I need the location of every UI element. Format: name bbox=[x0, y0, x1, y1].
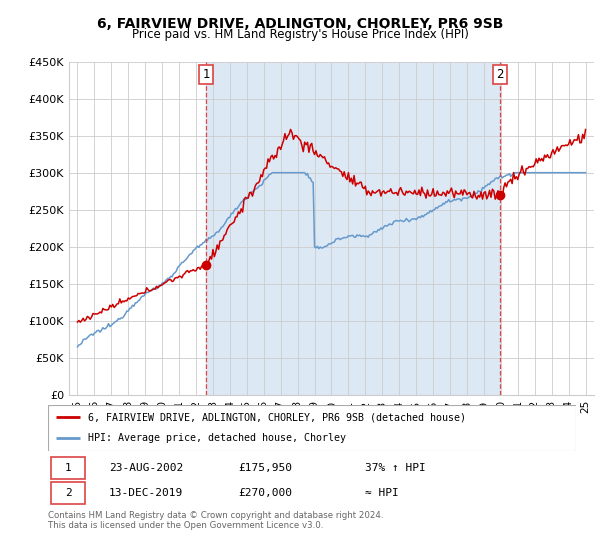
Text: 1: 1 bbox=[65, 463, 71, 473]
Text: HPI: Average price, detached house, Chorley: HPI: Average price, detached house, Chor… bbox=[88, 433, 346, 444]
FancyBboxPatch shape bbox=[50, 482, 85, 504]
Text: 2: 2 bbox=[496, 68, 504, 81]
Text: ≈ HPI: ≈ HPI bbox=[365, 488, 398, 498]
Text: 6, FAIRVIEW DRIVE, ADLINGTON, CHORLEY, PR6 9SB: 6, FAIRVIEW DRIVE, ADLINGTON, CHORLEY, P… bbox=[97, 17, 503, 31]
FancyBboxPatch shape bbox=[50, 457, 85, 479]
Text: 2: 2 bbox=[65, 488, 71, 498]
Bar bbox=[206, 62, 500, 395]
Text: £175,950: £175,950 bbox=[238, 463, 292, 473]
Text: Contains HM Land Registry data © Crown copyright and database right 2024.
This d: Contains HM Land Registry data © Crown c… bbox=[48, 511, 383, 530]
Text: 6, FAIRVIEW DRIVE, ADLINGTON, CHORLEY, PR6 9SB (detached house): 6, FAIRVIEW DRIVE, ADLINGTON, CHORLEY, P… bbox=[88, 412, 466, 422]
Text: £270,000: £270,000 bbox=[238, 488, 292, 498]
Text: 1: 1 bbox=[202, 68, 210, 81]
Text: 37% ↑ HPI: 37% ↑ HPI bbox=[365, 463, 425, 473]
Text: 13-DEC-2019: 13-DEC-2019 bbox=[109, 488, 183, 498]
Text: 23-AUG-2002: 23-AUG-2002 bbox=[109, 463, 183, 473]
FancyBboxPatch shape bbox=[48, 405, 576, 451]
Text: Price paid vs. HM Land Registry's House Price Index (HPI): Price paid vs. HM Land Registry's House … bbox=[131, 28, 469, 41]
